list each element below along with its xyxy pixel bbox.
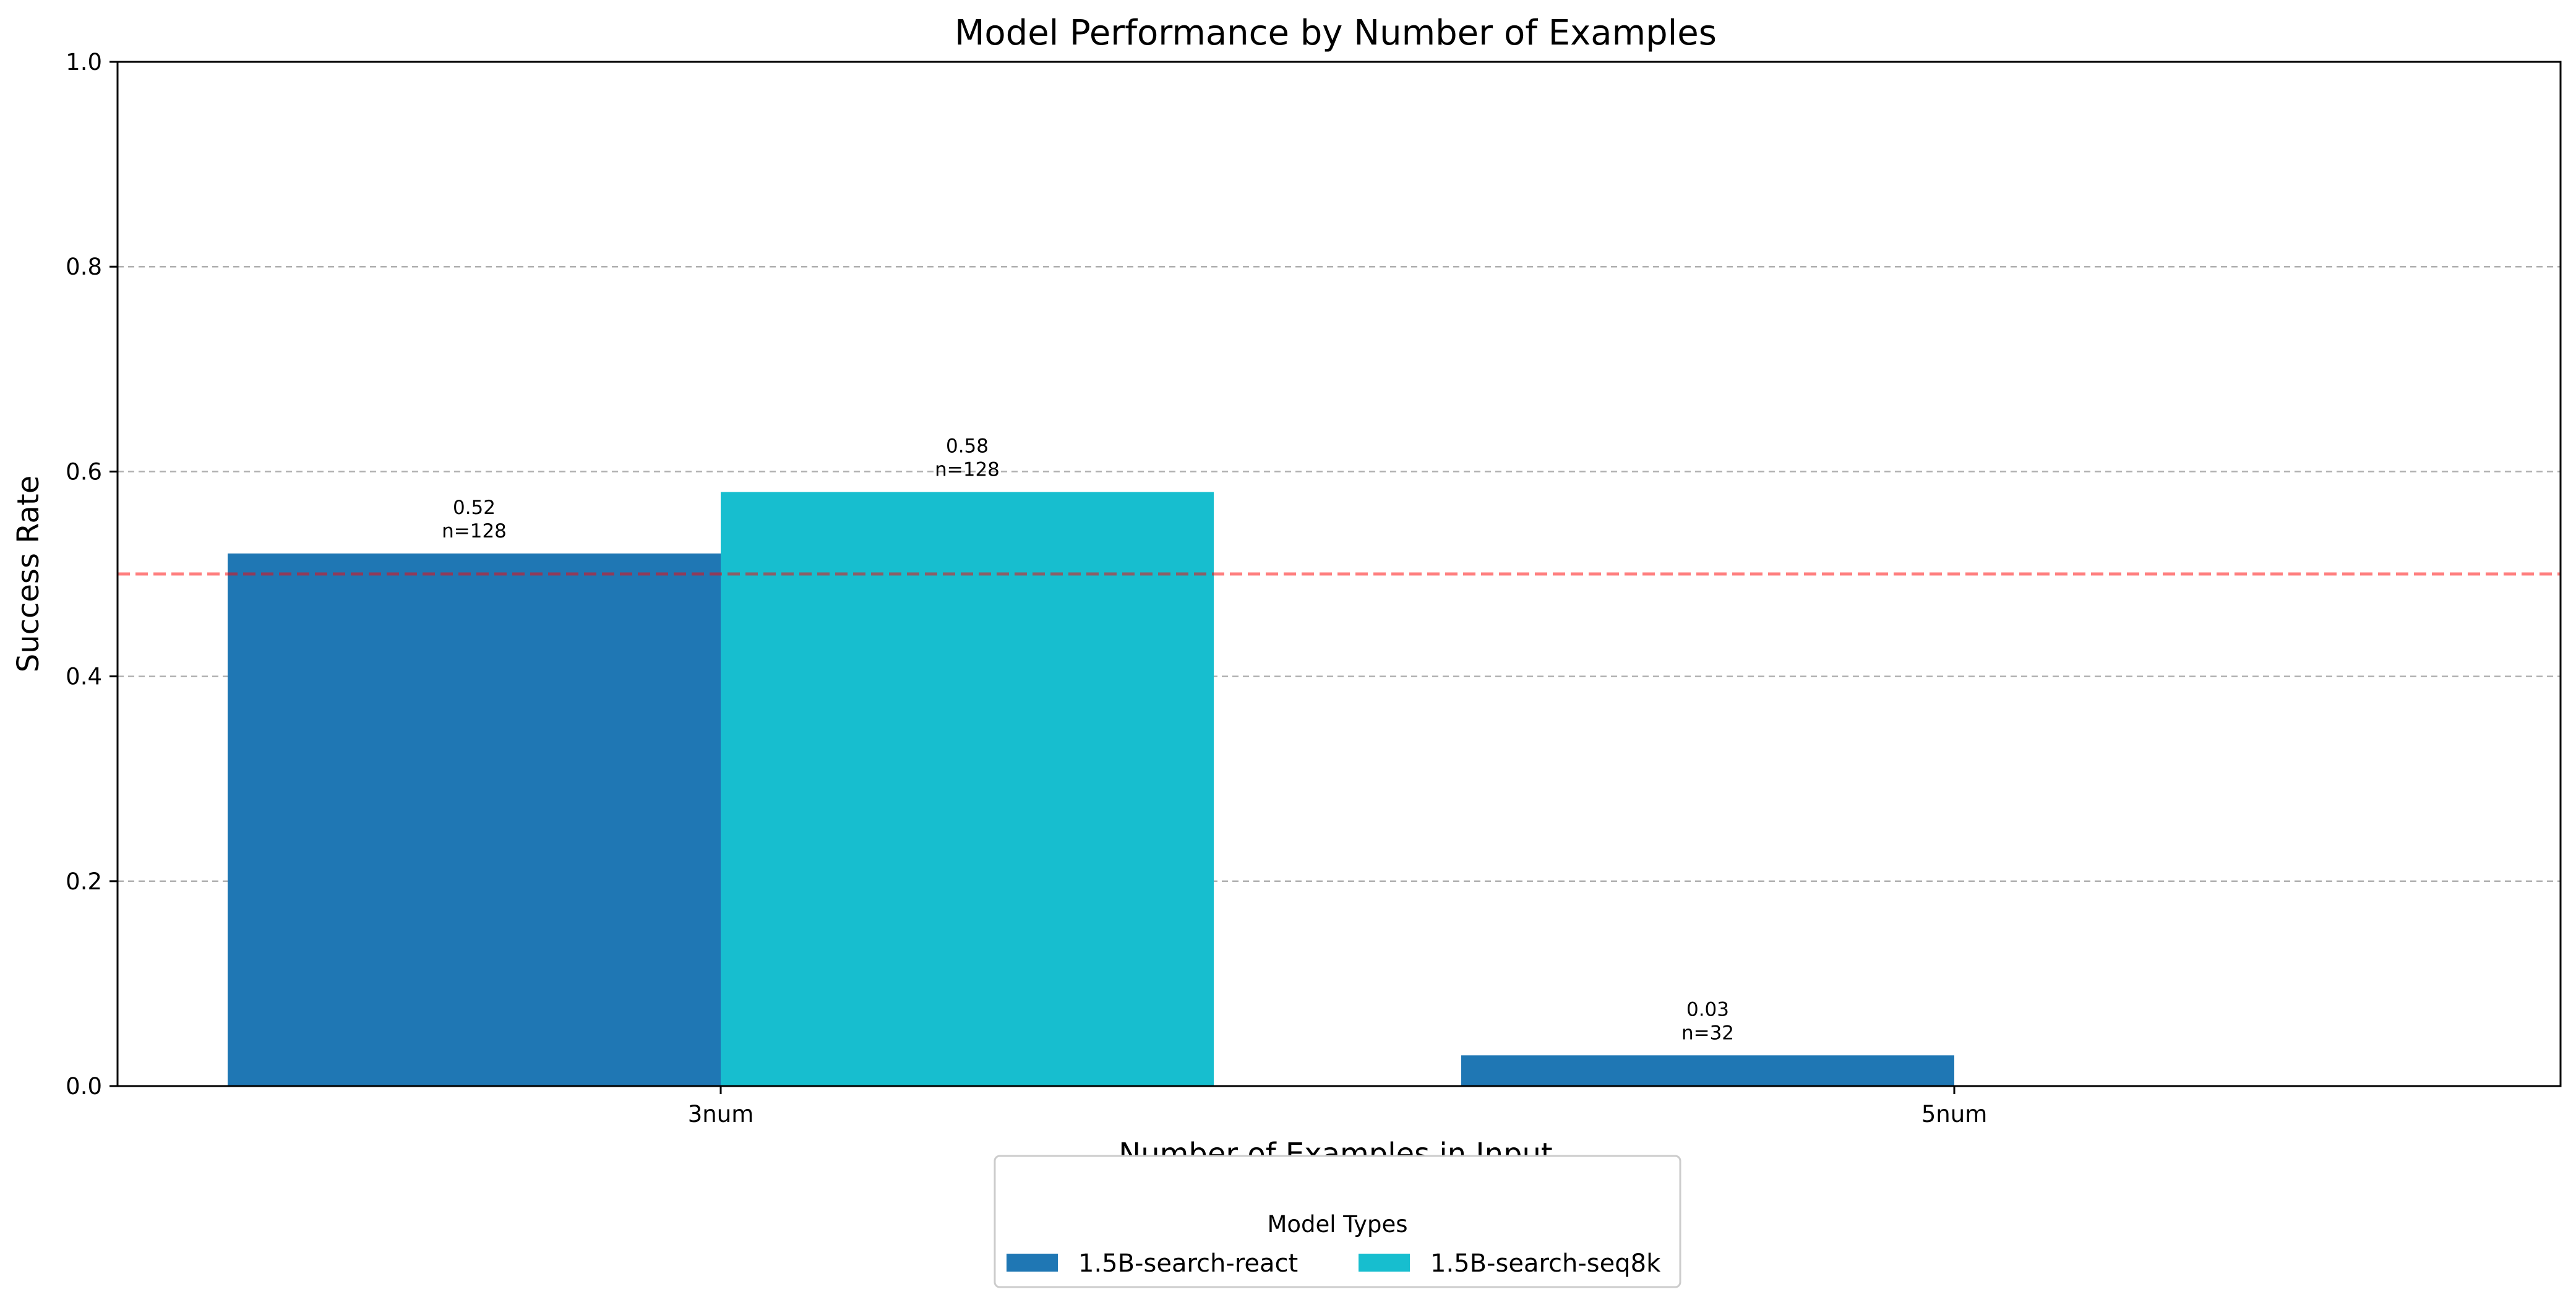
x-tick-label-3num: 3num	[688, 1101, 753, 1127]
y-tick-label-0-0: 0.0	[66, 1073, 102, 1100]
bar-1-5b-search-react-5num	[1461, 1055, 1954, 1086]
bar-count-label-1-5b-search-react-5num: n=32	[1681, 1022, 1734, 1044]
y-tick-label-1-0: 1.0	[66, 49, 102, 75]
x-tick-label-5num: 5num	[1921, 1101, 1987, 1127]
chart-title: Model Performance by Number of Examples	[955, 13, 1717, 53]
legend-label-1-5b-search-react: 1.5B-search-react	[1078, 1249, 1298, 1278]
grid-lines	[118, 265, 2561, 883]
legend-frame	[994, 1155, 1681, 1288]
bars	[228, 492, 1954, 1086]
y-tick-label-0-8: 0.8	[66, 254, 102, 280]
x-axis-ticks: 3num 5num	[688, 1086, 1987, 1127]
legend-swatch-1-5b-search-seq8k	[1359, 1254, 1410, 1272]
y-axis-ticks: 0.0 0.2 0.4 0.6 0.8 1.0	[66, 49, 118, 1100]
bar-value-label-1-5b-search-seq8k-3num: 0.58	[946, 435, 989, 458]
bar-count-label-1-5b-search-react-3num: n=128	[442, 520, 507, 542]
bar-count-label-1-5b-search-seq8k-3num: n=128	[935, 459, 1000, 481]
legend-label-1-5b-search-seq8k: 1.5B-search-seq8k	[1430, 1249, 1661, 1278]
legend: Model Types 1.5B-search-react 1.5B-searc…	[994, 1155, 1681, 1288]
plot-frame	[116, 61, 2562, 1087]
bar-value-label-1-5b-search-react-3num: 0.52	[453, 497, 496, 519]
y-tick-label-0-4: 0.4	[66, 664, 102, 690]
legend-title: Model Types	[1267, 1211, 1407, 1238]
bar-1-5b-search-react-3num	[228, 553, 721, 1086]
y-tick-label-0-2: 0.2	[66, 868, 102, 895]
y-axis-title: Success Rate	[11, 476, 46, 673]
legend-swatch-1-5b-search-react	[1007, 1254, 1058, 1272]
bar-1-5b-search-seq8k-3num	[721, 492, 1214, 1086]
y-tick-label-0-6: 0.6	[66, 458, 102, 485]
bar-value-label-1-5b-search-react-5num: 0.03	[1686, 998, 1729, 1020]
